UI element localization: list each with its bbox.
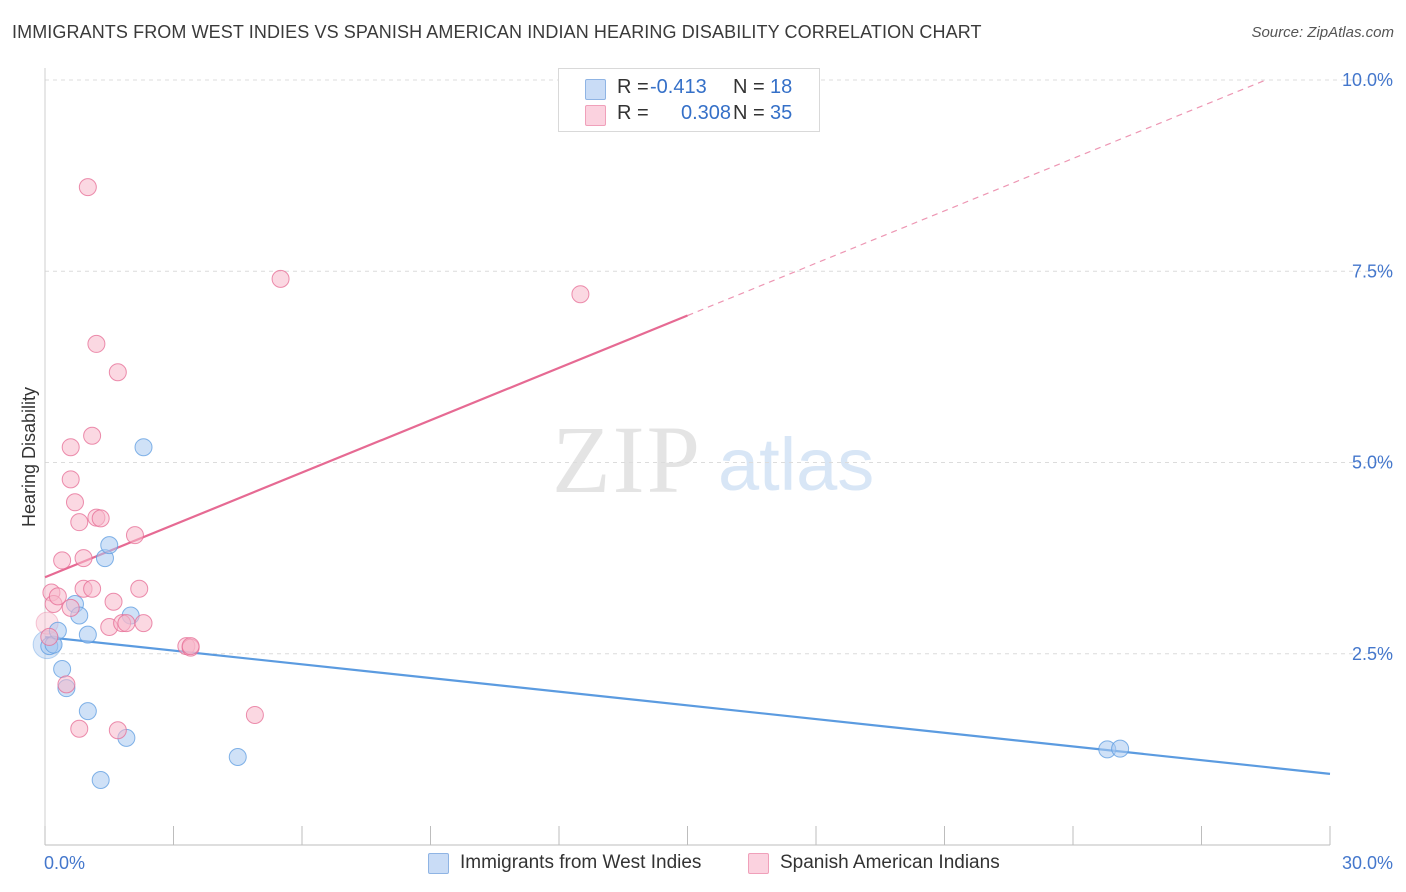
data-point — [104, 592, 123, 611]
data-point — [117, 614, 136, 633]
data-point — [125, 526, 144, 545]
correlation-legend: R = -0.413 N = 18 R = 0.308 N = 35 — [558, 68, 820, 132]
source-credit: Source: ZipAtlas.com — [1251, 24, 1394, 41]
legend-swatch — [428, 853, 449, 874]
data-point — [108, 363, 127, 382]
legend-swatch — [585, 105, 606, 126]
data-point — [70, 513, 89, 532]
data-point — [83, 579, 102, 598]
data-point — [87, 334, 106, 353]
legend-swatch — [585, 79, 606, 100]
data-point — [61, 598, 80, 617]
x-tick-label: 0.0% — [44, 853, 85, 873]
data-point — [61, 438, 80, 457]
data-point — [83, 426, 102, 445]
x-tick-label: 30.0% — [1342, 853, 1393, 873]
data-point — [78, 178, 97, 197]
data-point — [134, 438, 153, 457]
legend-label: Immigrants from West Indies — [460, 852, 702, 873]
watermark: ZIP atlas — [552, 406, 874, 513]
watermark-zip: ZIP — [552, 406, 702, 513]
data-point — [271, 269, 290, 288]
y-tick-label: 2.5% — [1352, 644, 1393, 664]
r-label: R = — [617, 102, 649, 124]
data-point — [78, 625, 97, 644]
data-point — [61, 470, 80, 489]
data-point — [1111, 739, 1130, 758]
legend-swatch — [748, 853, 769, 874]
trend-line-dashed — [687, 79, 1266, 317]
y-tick-label: 7.5% — [1352, 261, 1393, 281]
y-tick-label: 5.0% — [1352, 453, 1393, 473]
data-points — [32, 178, 1130, 789]
chart-title: IMMIGRANTS FROM WEST INDIES VS SPANISH A… — [12, 22, 982, 42]
watermark-atlas: atlas — [718, 423, 874, 506]
data-point — [134, 614, 153, 633]
axes — [44, 68, 1331, 846]
data-point — [53, 551, 72, 570]
y-axis-title: Hearing Disability — [19, 387, 39, 527]
n-value: 18 — [770, 76, 793, 98]
tick-labels: 2.5% 5.0% 7.5% 10.0% 0.0% 30.0% Hearing Disabi… — [19, 70, 1393, 873]
r-value: -0.413 — [650, 76, 707, 98]
trend-line-solid — [44, 314, 688, 579]
data-point — [181, 637, 200, 656]
r-value: 0.308 — [681, 102, 732, 124]
legend-label: Spanish American Indians — [780, 852, 1000, 873]
data-point — [70, 719, 89, 738]
n-label: N = — [733, 76, 765, 98]
data-point — [53, 660, 72, 679]
data-point — [74, 549, 93, 568]
data-point — [91, 509, 110, 528]
data-point — [571, 285, 590, 304]
n-label: N = — [733, 102, 765, 124]
data-point — [108, 721, 127, 740]
data-point — [130, 579, 149, 598]
data-point — [65, 493, 84, 512]
data-point — [57, 675, 76, 694]
data-point — [245, 705, 264, 724]
data-point — [91, 770, 110, 789]
grid-lines — [45, 79, 1392, 655]
y-tick-label: 10.0% — [1342, 70, 1393, 90]
data-point — [48, 587, 67, 606]
n-value: 35 — [770, 102, 793, 124]
r-label: R = — [617, 76, 649, 98]
data-point — [228, 748, 247, 767]
data-point — [40, 627, 59, 646]
data-point — [100, 536, 119, 555]
data-point — [78, 702, 97, 721]
